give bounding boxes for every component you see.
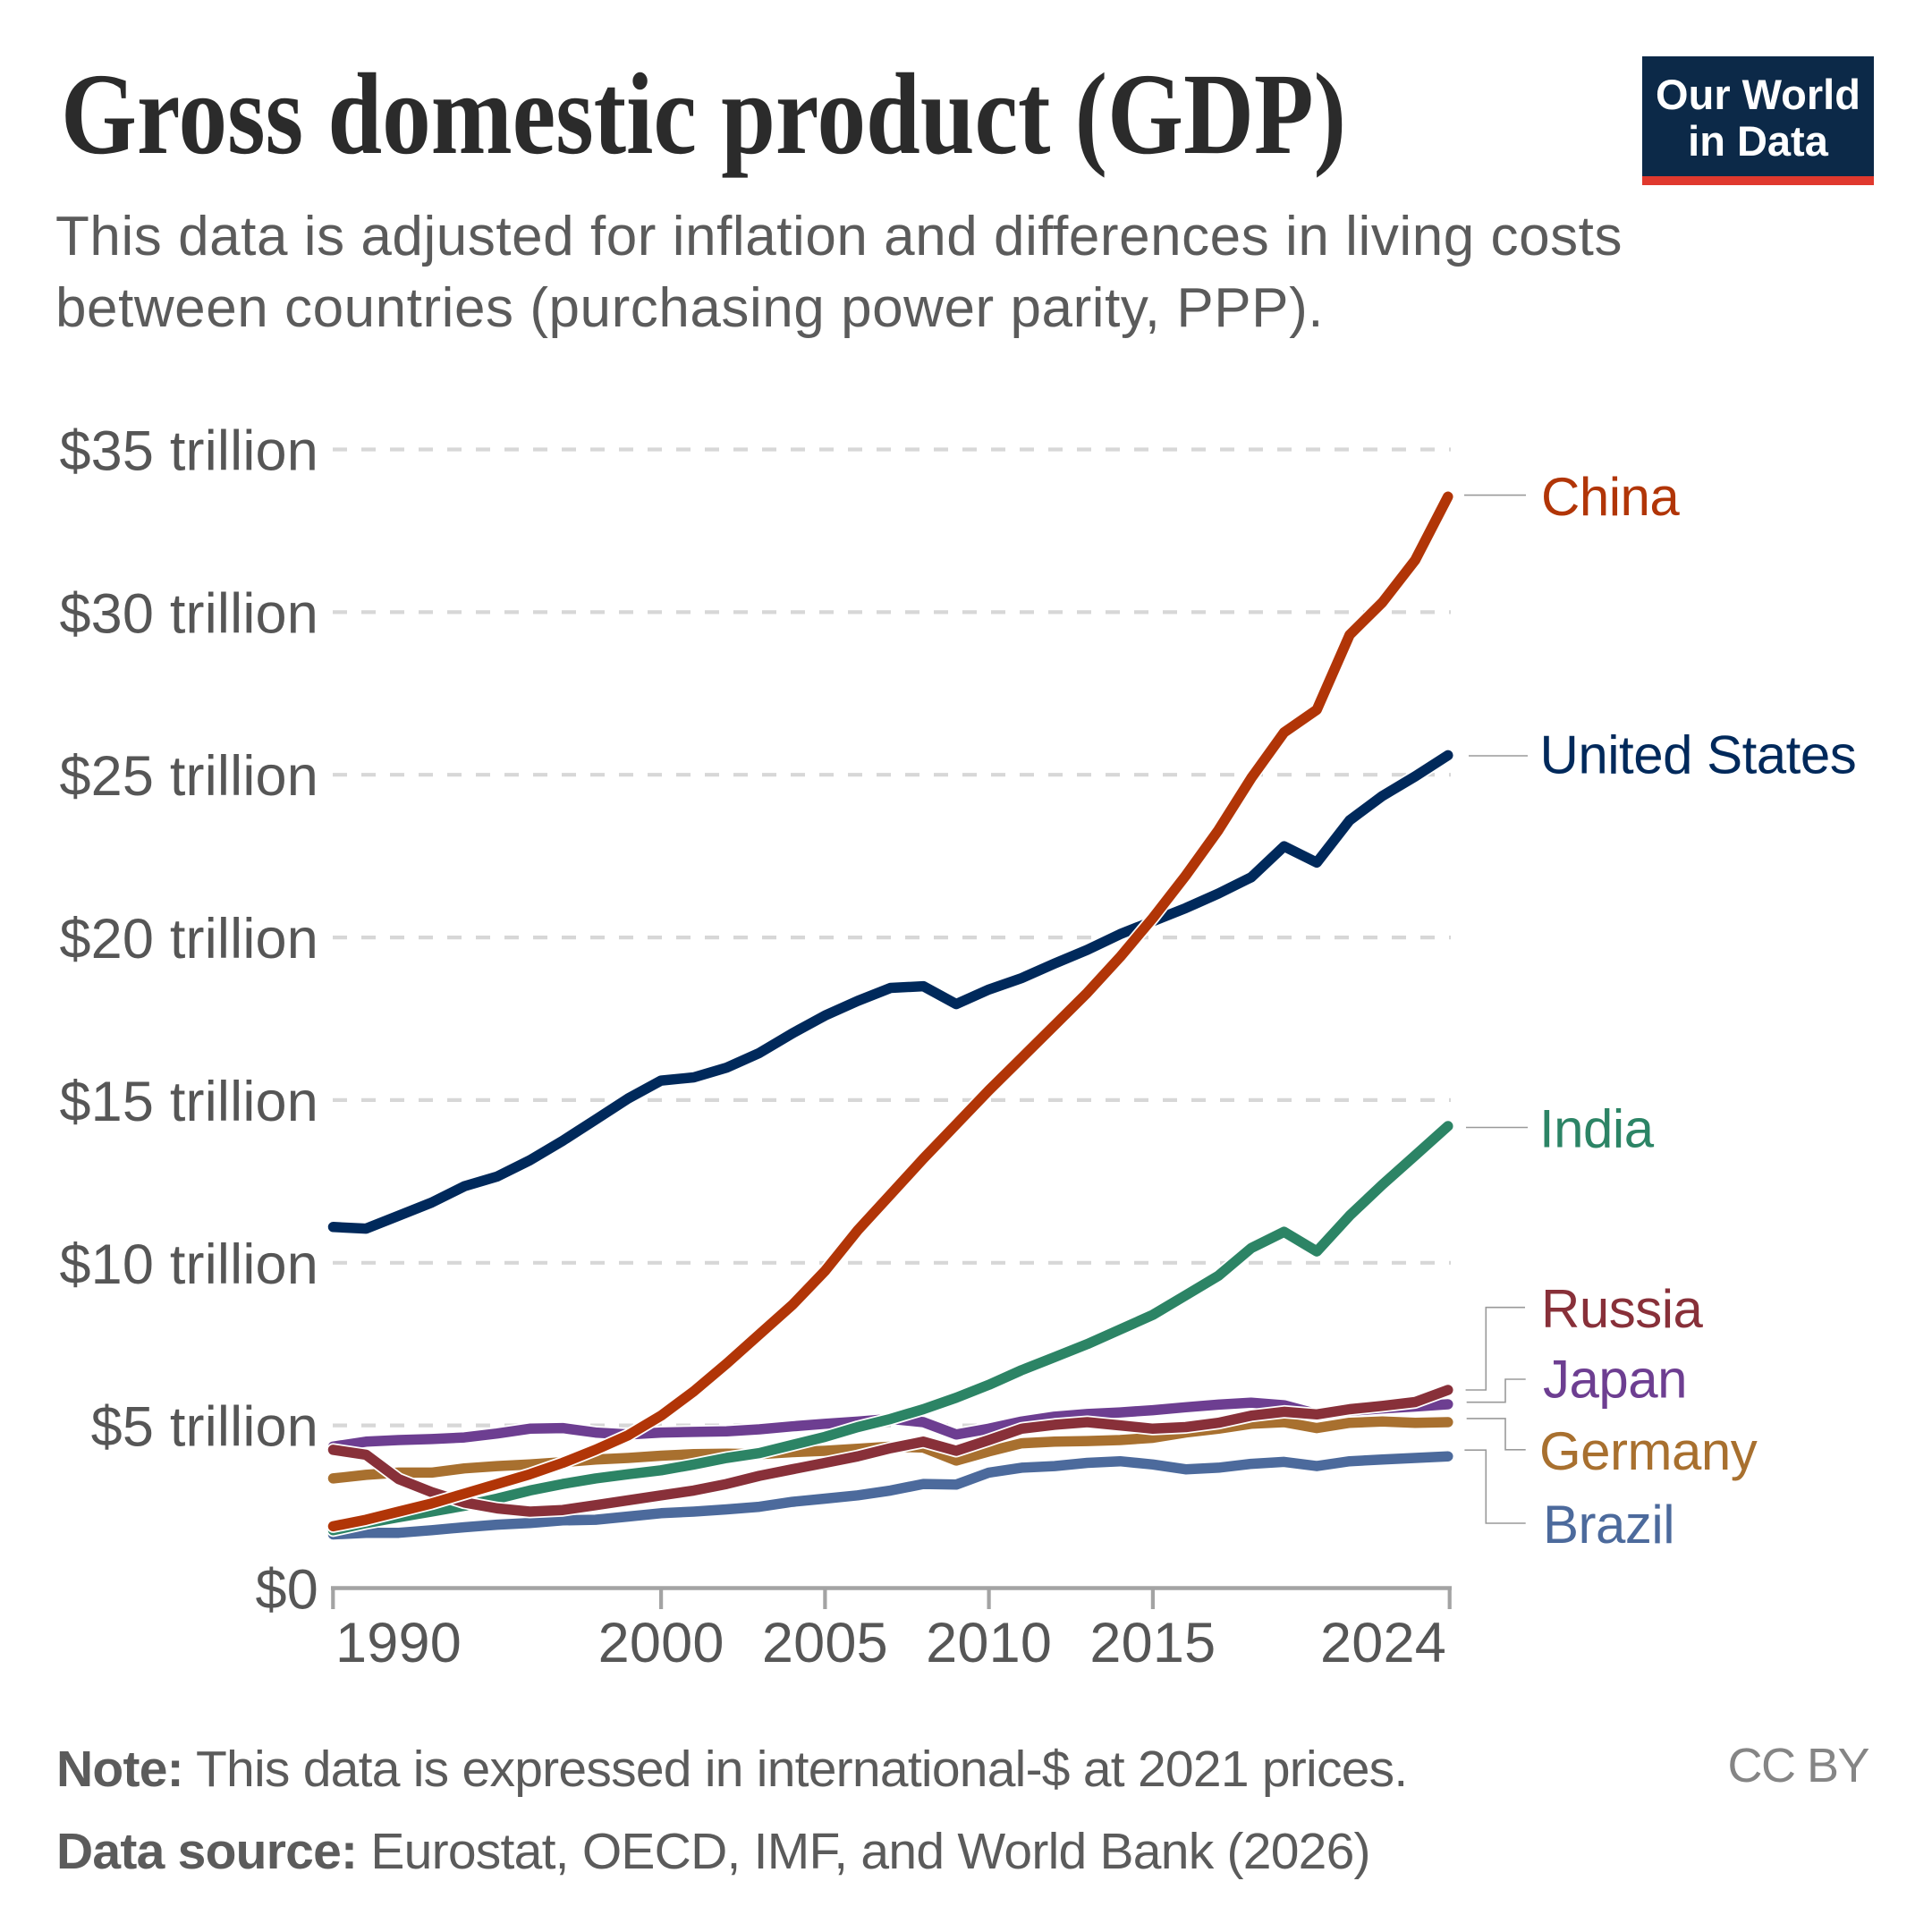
svg-text:$35 trillion: $35 trillion [59, 420, 318, 483]
svg-text:$15 trillion: $15 trillion [59, 1071, 318, 1133]
svg-text:$0: $0 [256, 1559, 318, 1622]
svg-text:China: China [1541, 467, 1680, 527]
svg-text:$30 trillion: $30 trillion [59, 582, 318, 645]
svg-text:2010: 2010 [926, 1612, 1052, 1674]
svg-text:Germany: Germany [1539, 1421, 1758, 1481]
svg-text:2000: 2000 [598, 1612, 724, 1674]
svg-text:Brazil: Brazil [1543, 1495, 1674, 1555]
svg-text:$10 trillion: $10 trillion [59, 1233, 318, 1296]
svg-text:$20 trillion: $20 trillion [59, 908, 318, 970]
svg-text:$5 trillion: $5 trillion [91, 1396, 318, 1459]
svg-text:Russia: Russia [1541, 1279, 1704, 1339]
svg-text:$25 trillion: $25 trillion [59, 745, 318, 808]
svg-text:2024: 2024 [1320, 1612, 1446, 1674]
svg-text:India: India [1539, 1099, 1655, 1159]
svg-text:Japan: Japan [1543, 1350, 1687, 1410]
svg-text:United States: United States [1540, 725, 1857, 785]
svg-text:2015: 2015 [1089, 1612, 1216, 1674]
svg-text:Gross domestic product (GDP): Gross domestic product (GDP) [61, 50, 1346, 179]
svg-text:1990: 1990 [335, 1612, 462, 1674]
svg-text:2005: 2005 [762, 1612, 888, 1674]
